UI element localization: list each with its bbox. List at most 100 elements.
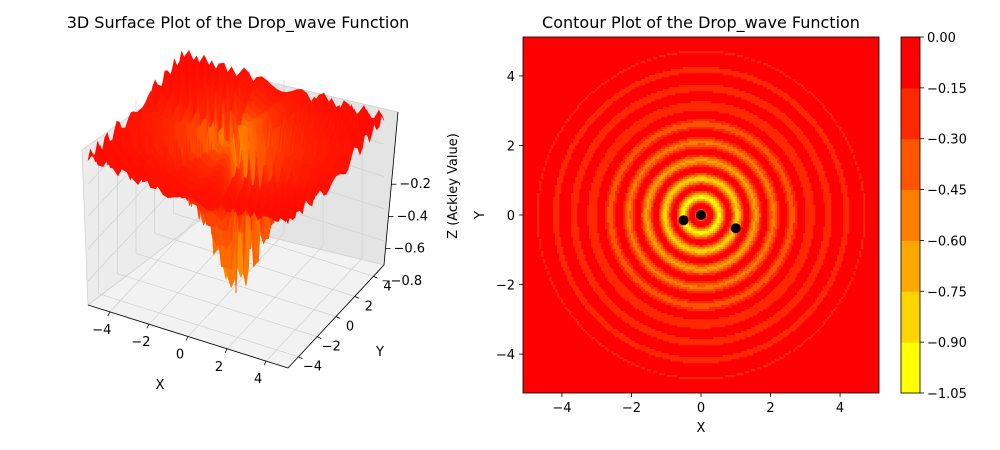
- contour-cell: [589, 159, 592, 162]
- contour-cell: [667, 169, 670, 172]
- contour-cell: [647, 193, 650, 196]
- contour-cell: [655, 177, 658, 180]
- contour-cell: [641, 219, 644, 222]
- contour-cell: [595, 237, 598, 240]
- contour-cell: [609, 99, 612, 102]
- contour-cell: [627, 155, 630, 158]
- contour-cell: [645, 159, 648, 162]
- contour-cell: [581, 129, 584, 132]
- contour-cell: [633, 277, 636, 280]
- contour-cell: [651, 119, 654, 122]
- contour-cell: [633, 109, 636, 112]
- contour-cell: [607, 163, 610, 166]
- contour-cell: [621, 339, 624, 342]
- contour-cell: [543, 169, 546, 172]
- contour-cell: [627, 225, 630, 228]
- contour-cell: [559, 179, 562, 182]
- contour-cell: [591, 281, 594, 284]
- contour-cell: [641, 213, 644, 216]
- contour-cell: [651, 309, 654, 312]
- contour-cell: [643, 347, 646, 350]
- contour-cell: [583, 165, 586, 168]
- contour-cell: [593, 151, 596, 154]
- contour-cell: [627, 231, 630, 234]
- contour-cell: [581, 163, 584, 166]
- contour-cell: [653, 287, 656, 290]
- contour-cell: [649, 213, 652, 216]
- contour-cell: [651, 239, 654, 242]
- contour-cell: [611, 249, 614, 252]
- contour-cell: [607, 219, 610, 222]
- contour-cell: [665, 193, 668, 196]
- contour-cell: [575, 229, 578, 232]
- contour-cell: [537, 193, 540, 196]
- contour-cell: [631, 213, 634, 216]
- contour-cell: [559, 247, 562, 250]
- contour-cell: [649, 59, 652, 62]
- contour-cell: [651, 211, 654, 214]
- contour-cell: [607, 229, 610, 232]
- contour-cell: [609, 203, 612, 206]
- contour-cell: [659, 221, 662, 224]
- contour-cell: [649, 141, 652, 144]
- contour-cell: [559, 177, 562, 180]
- contour-cell: [567, 271, 570, 274]
- contour-cell: [589, 147, 592, 150]
- contour-cell: [615, 257, 618, 260]
- contour-cell: [605, 201, 608, 204]
- contour-cell: [665, 195, 668, 198]
- contour-cell: [645, 79, 648, 82]
- contour-cell: [603, 293, 606, 296]
- contour-cell: [641, 301, 644, 304]
- contour-cell: [645, 137, 648, 140]
- contour-cell: [651, 349, 654, 352]
- contour-cell: [623, 217, 626, 220]
- contour-cell: [595, 115, 598, 118]
- contour-cell: [665, 237, 668, 240]
- contour-cell: [555, 213, 558, 216]
- contour-cell: [667, 91, 670, 94]
- contour-cell: [583, 269, 586, 272]
- y-tick: [298, 356, 303, 360]
- contour-cell: [611, 195, 614, 198]
- contour-cell: [653, 353, 656, 356]
- contour-cell: [607, 227, 610, 230]
- contour-cell: [611, 187, 614, 190]
- contour-cell: [563, 267, 566, 270]
- contour-cell: [621, 249, 624, 252]
- contour-cell: [639, 285, 642, 288]
- contour-cell: [625, 207, 628, 210]
- contour-cell: [665, 295, 668, 298]
- contour-cell: [637, 145, 640, 148]
- contour-cell: [567, 161, 570, 164]
- contour-cell: [649, 207, 652, 210]
- contour-cell: [649, 327, 652, 330]
- contour-cell: [665, 165, 668, 168]
- contour-cell: [635, 301, 638, 304]
- contour-cell: [641, 345, 644, 348]
- contour-cell: [639, 177, 642, 180]
- contour-cell: [575, 249, 578, 252]
- contour-cell: [661, 273, 664, 276]
- contour-cell: [649, 293, 652, 296]
- contour-cell: [617, 143, 620, 146]
- contour-cell: [595, 139, 598, 142]
- contour-cell: [585, 303, 588, 306]
- contour-cell: [611, 197, 614, 200]
- contour-cell: [661, 149, 664, 152]
- contour-cell: [647, 115, 650, 118]
- contour-cell: [641, 281, 644, 284]
- contour-cell: [653, 191, 656, 194]
- contour-cell: [589, 209, 592, 212]
- contour-cell: [653, 165, 656, 168]
- contour-cell: [667, 165, 670, 168]
- contour-cell: [655, 293, 658, 296]
- contour-cell: [567, 151, 570, 154]
- contour-cell: [599, 263, 602, 266]
- contour-cell: [593, 209, 596, 212]
- contour-cell: [555, 187, 558, 190]
- contour-cell: [569, 115, 572, 118]
- contour-cell: [613, 185, 616, 188]
- contour-cell: [641, 327, 644, 330]
- contour-cell: [587, 155, 590, 158]
